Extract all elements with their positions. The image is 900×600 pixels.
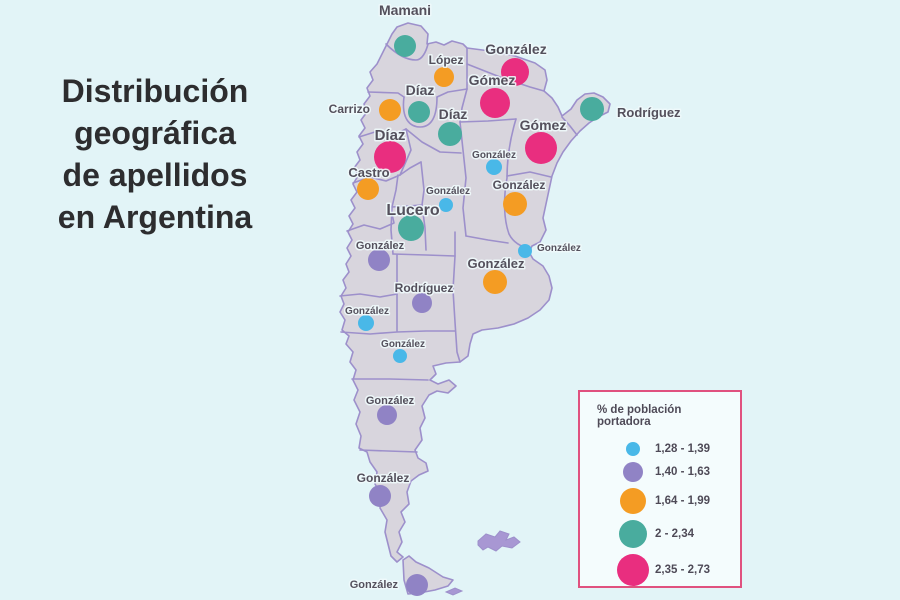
legend-dot-icon-teal xyxy=(619,520,647,548)
map-dot-santa-cruz xyxy=(369,485,391,507)
map-dot-cordoba xyxy=(439,198,453,212)
map-dot-la-rioja xyxy=(374,141,406,173)
map-label-tucuman: Díaz xyxy=(406,82,435,98)
map-label-santa-fe: González xyxy=(472,150,516,161)
map-label-rio-negro: González xyxy=(381,339,425,350)
map-label-caba: González xyxy=(537,243,581,254)
map-label-entre-rios: González xyxy=(493,178,546,192)
map-label-formosa: González xyxy=(485,41,546,57)
map-label-tierra-del-fuego: González xyxy=(350,579,399,591)
legend-dot-cell xyxy=(611,488,655,514)
legend-row: 2 - 2,34 xyxy=(580,520,740,548)
map-dot-neuquen xyxy=(358,315,374,331)
map-dot-jujuy xyxy=(394,35,416,57)
map-dot-formosa xyxy=(501,58,529,86)
map-label-jujuy: Mamani xyxy=(379,2,431,18)
title-line: geográfica xyxy=(74,115,236,151)
map-label-la-pampa: Rodríguez xyxy=(395,281,454,295)
map-label-chaco: Gómez xyxy=(469,72,516,88)
map-label-santiago-del-estero: Díaz xyxy=(439,106,468,122)
legend-dot-cell xyxy=(611,462,655,482)
legend-row: 1,28 - 1,39 xyxy=(580,442,740,456)
map-label-buenos-aires: González xyxy=(467,256,525,271)
title-line: Distribución xyxy=(61,73,249,109)
legend-row: 1,64 - 1,99 xyxy=(580,488,740,514)
map-dot-chaco xyxy=(480,88,510,118)
legend-dot-icon-pink xyxy=(617,554,649,586)
legend-rows: 1,28 - 1,39 1,40 - 1,63 1,64 - 1,99 2 - … xyxy=(580,442,740,586)
page-title: Distribución geográfica de apellidos en … xyxy=(10,70,300,238)
map-dot-mendoza xyxy=(368,249,390,271)
map-dot-caba xyxy=(518,244,532,258)
title-line: de apellidos xyxy=(62,157,248,193)
map-dot-santa-fe xyxy=(486,159,502,175)
legend-range-label: 1,64 - 1,99 xyxy=(655,495,710,507)
map-dot-entre-rios xyxy=(503,192,527,216)
map-dot-tierra-del-fuego xyxy=(406,574,428,596)
map-dot-san-juan xyxy=(357,178,379,200)
legend-dot-icon-orange xyxy=(620,488,646,514)
map-dot-salta xyxy=(434,67,454,87)
map-dot-san-luis xyxy=(398,215,424,241)
legend-dot-cell xyxy=(611,520,655,548)
map-label-neuquen: González xyxy=(345,306,389,317)
map-label-cordoba: González xyxy=(426,186,470,197)
title-line: en Argentina xyxy=(57,199,253,235)
legend: % de población portadora 1,28 - 1,39 1,4… xyxy=(578,390,742,588)
legend-dot-cell xyxy=(611,554,655,586)
legend-dot-icon-blue xyxy=(626,442,640,456)
map-label-san-luis: Lucero xyxy=(386,202,440,219)
map-dot-chubut xyxy=(377,405,397,425)
map-label-salta: López xyxy=(429,53,464,67)
map-dot-buenos-aires xyxy=(483,270,507,294)
map-label-san-juan: Castro xyxy=(348,165,389,180)
legend-dot-icon-purple xyxy=(623,462,643,482)
legend-range-label: 2,35 - 2,73 xyxy=(655,564,710,576)
map-label-la-rioja: Díaz xyxy=(375,127,406,144)
legend-range-label: 1,28 - 1,39 xyxy=(655,443,710,455)
map-label-misiones: Rodríguez xyxy=(617,105,681,120)
legend-title: % de población portadora xyxy=(597,404,682,428)
legend-range-label: 1,40 - 1,63 xyxy=(655,466,710,478)
map-dot-corrientes xyxy=(525,132,557,164)
map-dot-la-pampa xyxy=(412,293,432,313)
map-label-catamarca: Carrizo xyxy=(329,102,370,116)
map-label-mendoza: González xyxy=(356,240,405,252)
legend-range-label: 2 - 2,34 xyxy=(655,528,694,540)
legend-row: 2,35 - 2,73 xyxy=(580,554,740,586)
map-dot-rio-negro xyxy=(393,349,407,363)
map-dot-tucuman xyxy=(408,101,430,123)
legend-dot-cell xyxy=(611,442,655,456)
map-label-corrientes: Gómez xyxy=(520,117,567,133)
map-label-chubut: González xyxy=(366,395,415,407)
legend-row: 1,40 - 1,63 xyxy=(580,462,740,482)
surname-dots xyxy=(357,35,604,596)
malvinas-islands xyxy=(477,530,521,552)
map-dot-catamarca xyxy=(379,99,401,121)
map-dot-misiones xyxy=(580,97,604,121)
map-label-santa-cruz: González xyxy=(357,471,410,485)
map-dot-santiago-del-estero xyxy=(438,122,462,146)
